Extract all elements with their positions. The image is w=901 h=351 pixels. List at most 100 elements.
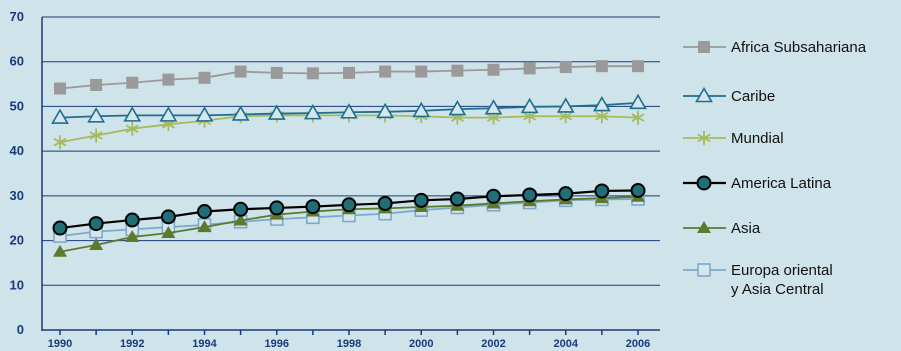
- data-point: [125, 121, 139, 136]
- data-point: [234, 65, 247, 78]
- data-point: [198, 71, 211, 84]
- data-point: [343, 66, 355, 79]
- data-point: [340, 103, 358, 119]
- data-point: [89, 128, 103, 143]
- data-point: [559, 61, 572, 74]
- data-point: [233, 201, 249, 217]
- legend-label: Caribe: [731, 88, 775, 105]
- plot-area: [51, 60, 647, 257]
- data-point: [195, 106, 214, 122]
- x-tick-label: 1994: [192, 338, 217, 350]
- data-point: [377, 195, 393, 211]
- data-point: [486, 188, 501, 204]
- data-point: [53, 244, 67, 257]
- legend-label: Asia: [731, 220, 761, 237]
- y-tick-label: 20: [10, 233, 24, 248]
- data-point: [629, 93, 647, 110]
- data-point: [592, 95, 611, 112]
- data-point: [697, 221, 711, 233]
- data-point: [698, 41, 710, 53]
- data-point: [231, 105, 250, 121]
- data-point: [595, 60, 608, 73]
- data-point: [88, 216, 104, 232]
- legend-item: Mundial: [683, 130, 784, 147]
- data-point: [159, 106, 178, 122]
- data-point: [595, 109, 609, 124]
- data-point: [558, 186, 574, 202]
- asterisk-stroke: [125, 124, 139, 134]
- data-point: [52, 220, 68, 236]
- series-3: [52, 182, 646, 236]
- data-point: [53, 135, 67, 150]
- asterisk-stroke: [486, 113, 501, 122]
- data-point: [697, 263, 711, 277]
- data-point: [162, 73, 175, 86]
- y-tick-label: 60: [10, 54, 24, 69]
- y-tick-label: 30: [10, 188, 24, 203]
- data-point: [697, 131, 711, 145]
- legend-label-line: y Asia Central: [731, 281, 824, 298]
- asterisk-stroke: [53, 137, 67, 147]
- data-point: [51, 108, 69, 124]
- data-point: [270, 66, 283, 79]
- data-point: [484, 99, 503, 115]
- data-point: [303, 104, 322, 120]
- data-point: [197, 204, 212, 220]
- legend-label-line: Asia: [731, 220, 761, 237]
- data-point: [269, 200, 285, 216]
- x-tick-label: 1990: [48, 338, 72, 350]
- data-point: [197, 220, 212, 233]
- asterisk-stroke: [595, 111, 609, 121]
- gridlines: [42, 16, 660, 286]
- x-tick-label: 2002: [481, 338, 505, 350]
- data-point: [123, 106, 142, 122]
- asterisk-stroke: [559, 111, 573, 121]
- x-tick-label: 1996: [265, 338, 289, 350]
- data-point: [415, 65, 428, 78]
- legend-label: Mundial: [731, 130, 784, 147]
- data-point: [161, 225, 176, 238]
- asterisk-stroke: [523, 111, 537, 121]
- data-point: [89, 238, 104, 251]
- data-point: [451, 64, 464, 77]
- data-point: [124, 212, 140, 228]
- legend-item: Asia: [683, 220, 761, 237]
- data-point: [376, 102, 395, 119]
- data-point: [696, 175, 712, 191]
- x-tick-label: 2004: [554, 338, 579, 350]
- data-point: [54, 82, 66, 95]
- legend-label-line: America Latina: [731, 175, 832, 192]
- data-point: [341, 197, 357, 213]
- x-tick-label: 1992: [120, 338, 144, 350]
- data-point: [630, 182, 646, 198]
- data-point: [695, 86, 713, 103]
- legend-label: America Latina: [731, 175, 832, 192]
- axes: 0 10 20 30 40 50 60 70 1990 1992 1994 1996 1998 2000 2…: [10, 9, 660, 350]
- data-point: [448, 100, 467, 116]
- legend-label-line: Mundial: [731, 130, 784, 147]
- data-point: [522, 187, 538, 203]
- legend-label-line: Africa Subsahariana: [731, 39, 867, 56]
- data-point: [523, 62, 536, 75]
- data-point: [233, 213, 248, 226]
- data-point: [594, 183, 610, 199]
- data-point: [520, 97, 539, 114]
- asterisk-stroke: [697, 133, 711, 143]
- asterisk-stroke: [89, 131, 103, 140]
- data-point: [160, 209, 176, 225]
- y-tick-label: 40: [10, 143, 24, 158]
- x-tick-label: 2000: [409, 338, 433, 350]
- series-0: [54, 60, 644, 95]
- data-point: [487, 63, 500, 76]
- y-tick-label: 70: [10, 9, 24, 24]
- data-point: [126, 76, 139, 89]
- legend-label: Europa oriental y Asia Central: [731, 262, 833, 298]
- y-tick-label: 10: [10, 277, 24, 292]
- legend: Africa Subsahariana Caribe Mundial America …: [683, 39, 867, 298]
- data-point: [631, 110, 645, 125]
- x-tick-label: 2006: [626, 338, 650, 350]
- data-point: [632, 60, 644, 73]
- data-point: [556, 97, 575, 113]
